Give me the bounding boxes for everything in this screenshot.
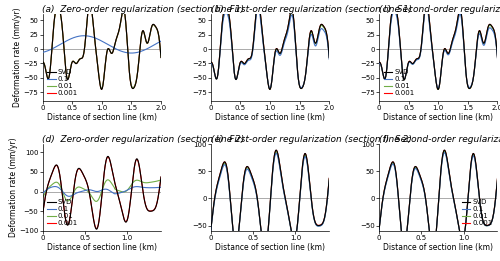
X-axis label: Distance of section line (km): Distance of section line (km) <box>46 112 156 122</box>
X-axis label: Distance of section line (km): Distance of section line (km) <box>384 112 494 122</box>
X-axis label: Distance of section line (km): Distance of section line (km) <box>46 242 156 252</box>
Y-axis label: Deformation rate (mm/yr): Deformation rate (mm/yr) <box>13 8 22 108</box>
X-axis label: Distance of section line (km): Distance of section line (km) <box>215 112 325 122</box>
X-axis label: Distance of section line (km): Distance of section line (km) <box>215 242 325 252</box>
Text: (a)  Zero-order regularization (section line 1): (a) Zero-order regularization (section l… <box>42 5 244 14</box>
Text: (e)  First-order regularization (section line 2): (e) First-order regularization (section … <box>211 135 412 144</box>
Legend: SVD, 0.1, 0.01, 0.001: SVD, 0.1, 0.01, 0.001 <box>460 198 494 228</box>
Text: (b)  First-order regularization (section line 1): (b) First-order regularization (section … <box>211 5 412 14</box>
Text: (c)  Second-order regularization (section line 1): (c) Second-order regularization (section… <box>379 5 500 14</box>
X-axis label: Distance of section line (km): Distance of section line (km) <box>384 242 494 252</box>
Legend: SVD, 0.1, 0.01, 0.001: SVD, 0.1, 0.01, 0.001 <box>46 198 80 228</box>
Legend: SVD, 0.1, 0.01, 0.001: SVD, 0.1, 0.01, 0.001 <box>382 68 416 98</box>
Y-axis label: Deformation rate (mm/yr): Deformation rate (mm/yr) <box>8 138 18 238</box>
Text: (f)  Second-order regularization (section line 2): (f) Second-order regularization (section… <box>379 135 500 144</box>
Text: (d)  Zero-order regularization (section line 2): (d) Zero-order regularization (section l… <box>42 135 245 144</box>
Legend: SVD, 0.1, 0.01, 0.001: SVD, 0.1, 0.01, 0.001 <box>46 68 80 98</box>
